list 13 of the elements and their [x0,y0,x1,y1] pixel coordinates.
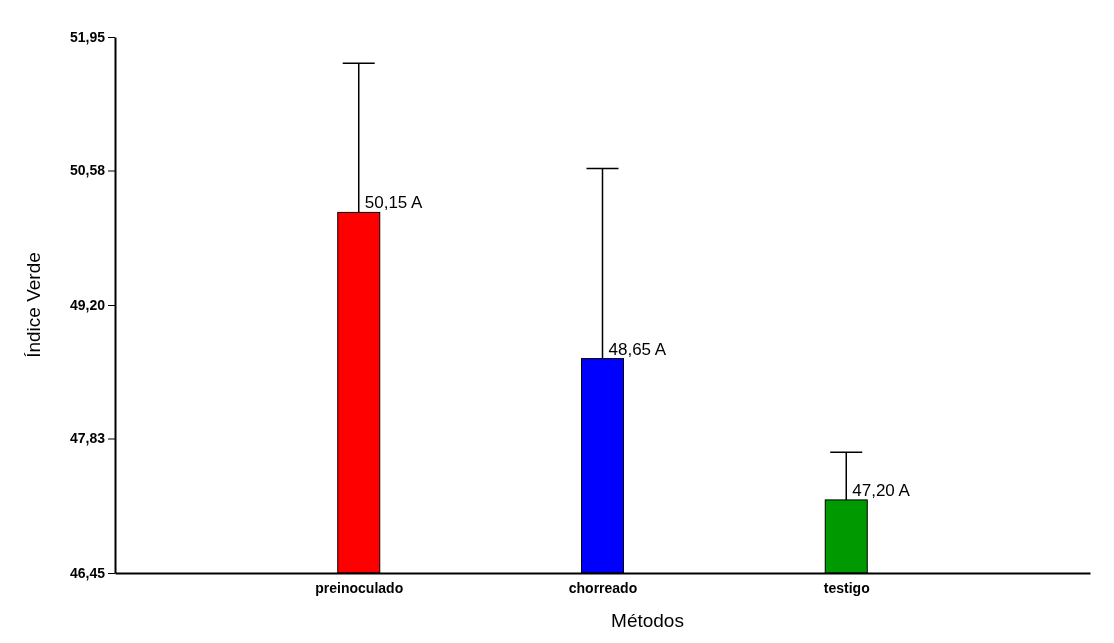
x-tick-label: preinoculado [315,579,404,596]
x-tick-label: chorreado [568,579,638,596]
data-label: 47,20 A [852,480,911,500]
y-tick-label: 46,45 [69,564,106,581]
y-axis-title: Índice Verde [23,252,44,358]
y-tick-label: 49,20 [69,296,106,313]
data-label: 48,65 A [608,339,667,359]
y-tick-label: 51,95 [69,28,106,45]
data-label: 50,15 A [364,193,424,213]
x-axis-title: Métodos [611,610,684,631]
y-tick-label: 50,58 [69,162,106,179]
x-tick-label: testigo [823,579,870,596]
y-tick-label: 47,83 [69,430,106,447]
